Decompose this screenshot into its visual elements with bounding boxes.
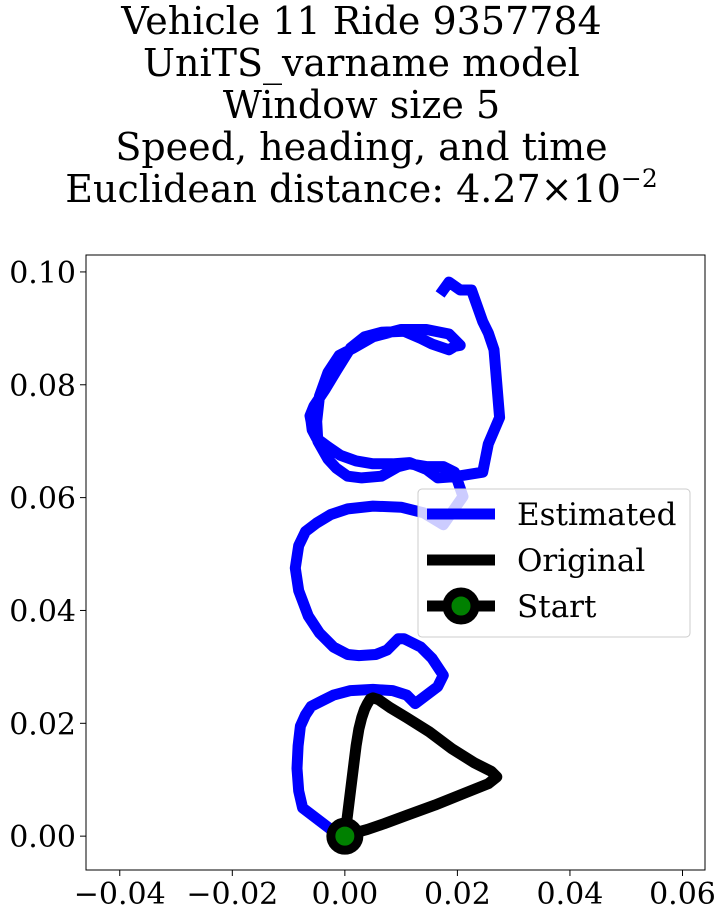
- axes-frame: [85, 254, 706, 871]
- title-metric-line: Euclidean distance: 4.27×10−2: [0, 164, 723, 215]
- x-tick-label: 0.00: [311, 877, 378, 912]
- metric-label: Euclidean distance:: [65, 167, 457, 211]
- legend-start-marker: [442, 587, 480, 625]
- y-tick-label: 0.08: [9, 369, 76, 404]
- x-tick-label: 0.04: [537, 877, 604, 912]
- metric-times: ×: [540, 167, 573, 211]
- legend: Estimated Original Start: [417, 488, 691, 638]
- y-tick-label: 0.10: [9, 256, 76, 291]
- estimated-line: [289, 276, 506, 844]
- legend-box: [417, 488, 691, 638]
- y-tick-label: 0.00: [9, 820, 76, 855]
- x-tick-label: 0.02: [424, 877, 491, 912]
- metric-exponent: −2: [620, 164, 658, 193]
- legend-start-label: Start: [517, 589, 597, 625]
- plot-area: [289, 276, 506, 855]
- x-tick-label: −0.02: [186, 877, 278, 912]
- original-line: [337, 692, 503, 844]
- x-axis: −0.04 −0.02 0.00 0.02 0.04 0.06: [74, 870, 716, 912]
- title-line-3: Window size 5: [222, 83, 501, 127]
- title-line-4: Speed, heading, and time: [115, 125, 608, 169]
- y-tick-label: 0.02: [9, 707, 76, 742]
- chart-title: Vehicle 11 Ride 9357784 UniTS_varname mo…: [0, 0, 723, 215]
- x-tick-label: −0.04: [74, 877, 166, 912]
- metric-base: 10: [572, 167, 621, 211]
- title-line-2: UniTS_varname model: [143, 41, 580, 85]
- y-axis: 0.00 0.02 0.04 0.06 0.08 0.10: [9, 256, 86, 855]
- title-line-1: Vehicle 11 Ride 9357784: [121, 0, 602, 43]
- y-tick-label: 0.04: [9, 594, 76, 629]
- y-tick-label: 0.06: [9, 482, 76, 517]
- start-marker: [326, 817, 364, 855]
- metric-mantissa: 4.27: [456, 167, 541, 211]
- legend-original-label: Original: [517, 543, 645, 579]
- legend-estimated-label: Estimated: [517, 497, 676, 533]
- x-tick-label: 0.06: [649, 877, 716, 912]
